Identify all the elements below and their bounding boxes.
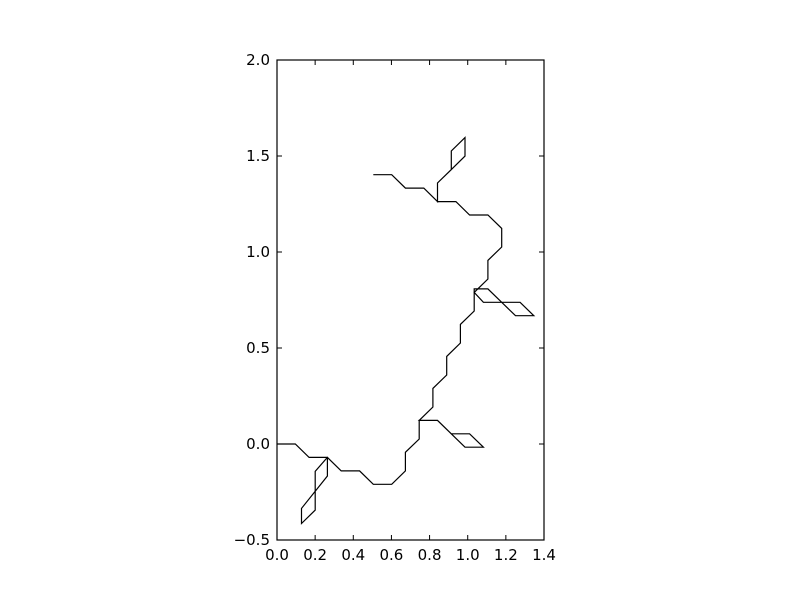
x-tick-label: 0.4: [341, 546, 365, 564]
y-tick-label: 0.0: [246, 435, 270, 453]
x-tick-label: 1.2: [494, 546, 518, 564]
plot-frame: [276, 59, 545, 541]
y-tick-label: 1.5: [246, 147, 270, 165]
y-tick-label: 2.0: [246, 51, 270, 69]
y-tick-label: −0.5: [234, 531, 270, 549]
x-tick-label: 0.0: [265, 546, 289, 564]
y-tick-label: 1.0: [246, 243, 270, 261]
series-line-0: [277, 136, 536, 525]
x-tick-label: 0.8: [418, 546, 442, 564]
x-tick-label: 0.6: [379, 546, 403, 564]
series-layer: [277, 136, 536, 525]
x-tick-label: 1.4: [532, 546, 556, 564]
x-tick-label: 0.2: [303, 546, 327, 564]
y-tick-label: 0.5: [246, 339, 270, 357]
x-tick-label: 1.0: [456, 546, 480, 564]
axes: 0.0 0.2 0.4 0.6 0.8 1.0 1.2 1.4−0.50.00.51.01.5…: [234, 51, 556, 564]
